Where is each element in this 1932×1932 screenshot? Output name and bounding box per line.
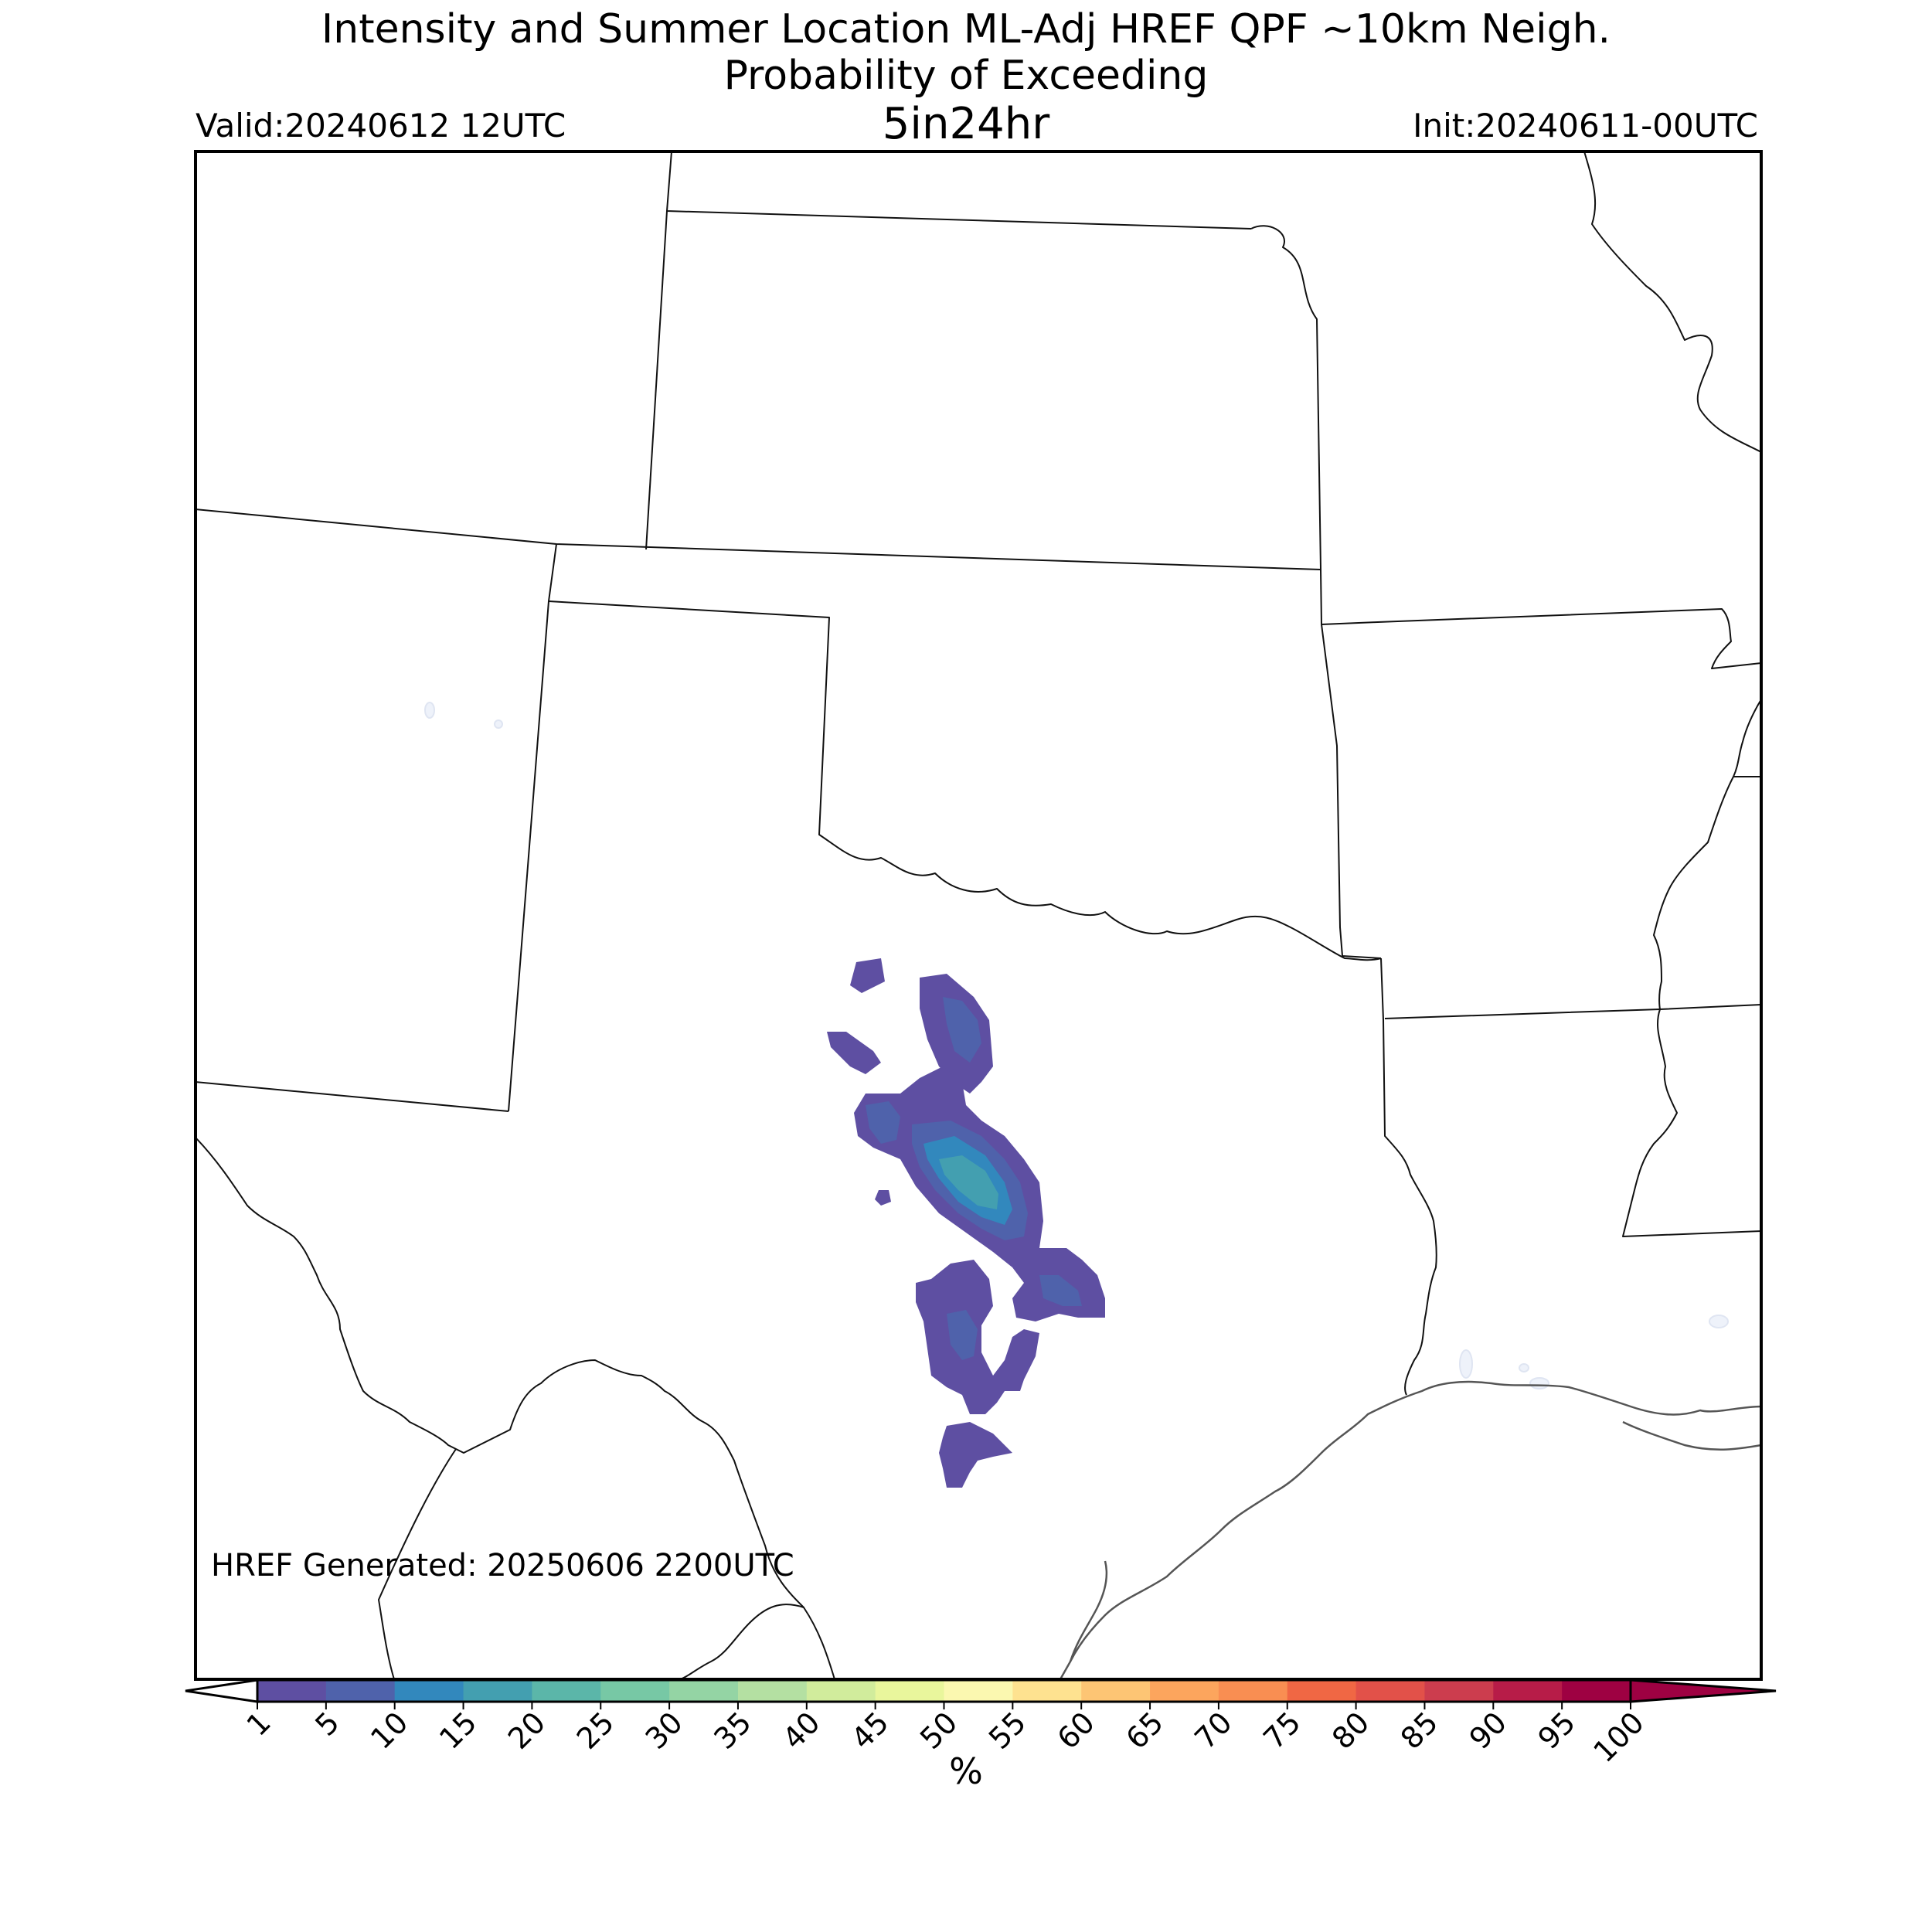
colorbar-tick-label: 1 <box>240 1706 277 1743</box>
colorbar-tick-label: 80 <box>1325 1706 1376 1756</box>
colorbar-cell <box>325 1680 396 1702</box>
colorbar-cell <box>669 1680 739 1702</box>
colorbar-tick-label: 35 <box>707 1706 757 1756</box>
threshold-label: 5in24hr <box>882 99 1050 149</box>
map-title-line1: Intensity and Summer Location ML-Adj HRE… <box>321 6 1611 53</box>
colorbar-cell <box>1355 1680 1425 1702</box>
map-title-line2: Probability of Exceeding <box>723 53 1209 99</box>
colorbar-tick-label: 85 <box>1394 1706 1444 1756</box>
colorbar-tick-label: 15 <box>433 1706 483 1756</box>
colorbar-cell <box>1493 1680 1563 1702</box>
colorbar-tick-label: 55 <box>982 1706 1032 1756</box>
colorbar-tick-label: 75 <box>1257 1706 1307 1756</box>
colorbar-tick-label: 70 <box>1188 1706 1238 1756</box>
colorbar-cell <box>1424 1680 1494 1702</box>
colorbar-tick-label: 50 <box>913 1706 964 1756</box>
generated-time-label: HREF Generated: 20250606 2200UTC <box>211 1548 794 1583</box>
init-time-label: Init:20240611-00UTC <box>1413 107 1758 145</box>
colorbar-cell <box>600 1680 670 1702</box>
colorbar-tick-label: 95 <box>1532 1706 1582 1756</box>
lakes <box>424 702 1729 1389</box>
probability-area-15-20pct <box>939 1155 998 1209</box>
colorbar-under-extension <box>185 1679 259 1703</box>
colorbar-cell <box>1150 1680 1219 1702</box>
colorbar-tick-label: 25 <box>570 1706 621 1756</box>
colorbar-cell <box>1218 1680 1288 1702</box>
colorbar-cell <box>737 1680 808 1702</box>
colorbar-tick-label: 20 <box>502 1706 552 1756</box>
gulf-coastline <box>1059 1380 1761 1679</box>
colorbar-tick-label: 10 <box>364 1706 414 1756</box>
colorbar-tick-label: 30 <box>639 1706 689 1756</box>
colorbar-tick-label: 5 <box>308 1706 345 1743</box>
colorbar-cell <box>875 1680 944 1702</box>
colorbar-cell <box>463 1680 532 1702</box>
colorbar-cell <box>1287 1680 1357 1702</box>
state-borders <box>196 151 1761 1679</box>
colorbar-cell <box>806 1680 876 1702</box>
colorbar-cell <box>1562 1680 1631 1702</box>
colorbar-unit-label: % <box>949 1750 983 1792</box>
colorbar-cell <box>394 1680 464 1702</box>
colorbar-tick-label: 40 <box>776 1706 826 1756</box>
colorbar-cell <box>257 1680 327 1702</box>
colorbar-cell <box>1012 1680 1082 1702</box>
colorbar-tick-label: 65 <box>1120 1706 1170 1756</box>
colorbar-cell <box>532 1680 601 1702</box>
colorbar-tick-label: 45 <box>845 1706 895 1756</box>
colorbar-over-extension <box>1629 1679 1777 1703</box>
colorbar-cell <box>1081 1680 1151 1702</box>
colorbar-tick-label: 60 <box>1051 1706 1101 1756</box>
colorbar-tick-label: 90 <box>1463 1706 1513 1756</box>
colorbar-cell <box>944 1680 1013 1702</box>
valid-time-label: Valid:20240612 12UTC <box>196 107 566 145</box>
